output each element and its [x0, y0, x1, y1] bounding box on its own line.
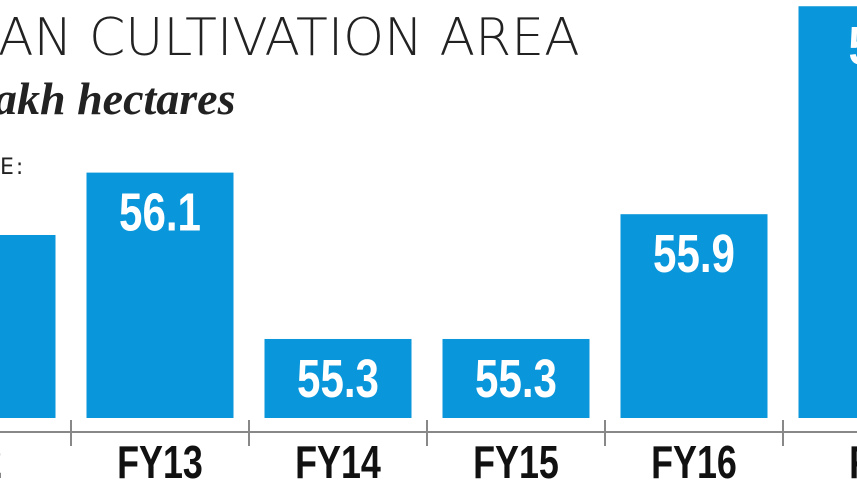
x-tick-label: 12: [0, 437, 2, 482]
bar: [264, 338, 412, 418]
x-tick-label: FY: [849, 437, 857, 482]
chart-title: AN CULTIVATION AREA: [0, 8, 580, 68]
x-tick-label: FY16: [651, 437, 737, 482]
bar: [86, 172, 234, 418]
value-label: 56.1: [119, 183, 201, 243]
x-tick-label: FY14: [295, 437, 381, 482]
chart-note: E:: [0, 155, 25, 180]
bar: [442, 338, 590, 418]
bar: [0, 234, 56, 418]
bar: [798, 6, 857, 419]
x-tick-label: FY13: [117, 437, 203, 482]
bar: [620, 214, 768, 418]
value-label: 56: [849, 16, 857, 76]
value-label: 55.3: [297, 349, 379, 409]
value-label: 55.9: [653, 224, 735, 284]
x-tick-label: FY15: [473, 437, 559, 482]
chart-subtitle: akh hectares: [0, 73, 236, 124]
value-label: 55.3: [475, 349, 557, 409]
